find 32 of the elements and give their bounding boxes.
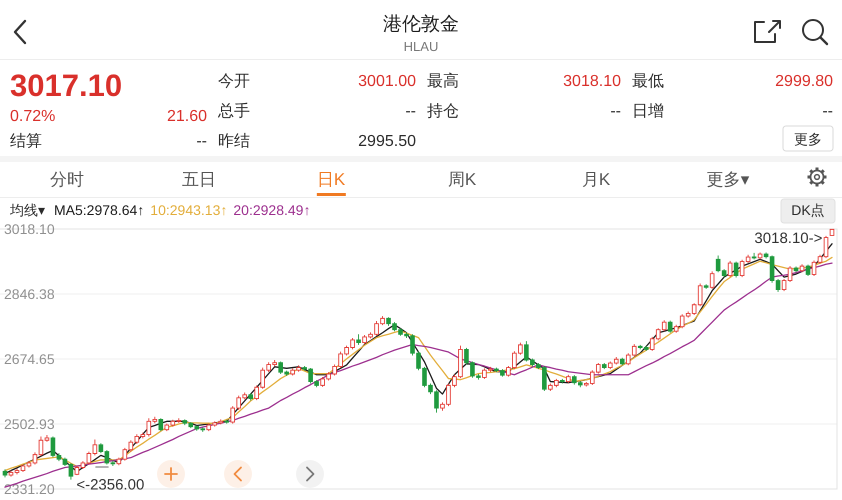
subtitle: HLAU <box>404 39 438 54</box>
annotation: 周K <box>448 170 476 189</box>
annotation: 日增 <box>632 103 664 120</box>
title: 港伦敦金 <box>383 14 459 35</box>
annotation: -- <box>822 103 833 120</box>
annotation: 均线▾ <box>10 202 46 218</box>
annotation: <-2356.00 <box>76 476 144 494</box>
annotation: 分时 <box>50 170 84 189</box>
annotation: 2995.50 <box>358 133 416 150</box>
annotation: -- <box>196 133 207 150</box>
annotation: -- <box>610 103 621 120</box>
annotation: 五日 <box>182 170 216 189</box>
annotation: 持仓 <box>427 103 459 120</box>
annotation: 最低 <box>632 73 664 90</box>
annotation: 最高 <box>427 73 459 90</box>
annotation: 昨结 <box>218 133 250 150</box>
annotation: 更多▾ <box>706 170 750 189</box>
annotation: 日K <box>316 170 346 189</box>
annotation: 更多 <box>794 131 822 147</box>
annotation: 2999.80 <box>775 73 833 90</box>
annotation: 3018.10 <box>563 73 621 90</box>
annotation: 3018.10-> <box>754 230 822 247</box>
annotation: 结算 <box>10 133 42 150</box>
annotation: 今开 <box>218 73 250 90</box>
annotation: 月K <box>582 170 610 189</box>
annotation: 3001.00 <box>358 73 416 90</box>
annotation: -- <box>405 103 416 120</box>
annotation: 总手 <box>218 103 250 120</box>
annotation: DK点 <box>791 202 825 218</box>
annotation: 3017.10 <box>10 68 122 103</box>
annotation: 21.60 <box>166 108 207 125</box>
annotation: 0.72% <box>10 108 56 125</box>
